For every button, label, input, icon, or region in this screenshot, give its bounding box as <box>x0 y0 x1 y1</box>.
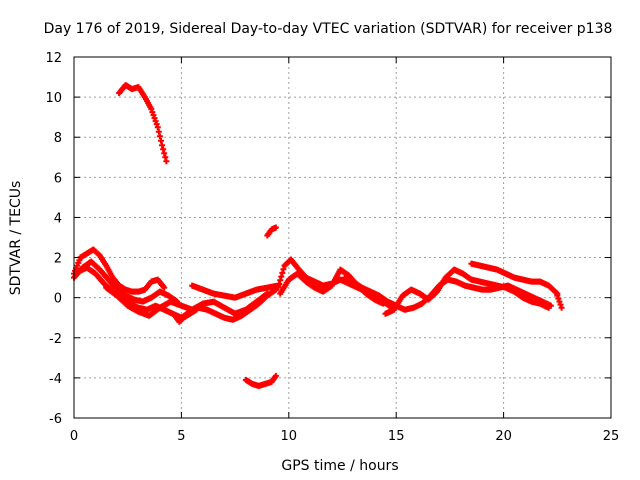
series-arc-end <box>554 292 565 311</box>
series-arc-upper-a <box>71 246 168 295</box>
y-tick-label: 12 <box>45 51 62 66</box>
plot-frame <box>73 56 612 419</box>
x-tick-label: 25 <box>603 429 620 444</box>
y-tick-label: 4 <box>54 211 62 226</box>
data-point <box>557 301 564 308</box>
x-tick-label: 0 <box>70 429 78 444</box>
series-arc-high <box>116 82 170 165</box>
data-point <box>277 277 284 284</box>
x-axis-title: GPS time / hours <box>281 458 398 474</box>
data-point <box>156 133 163 140</box>
y-axis-title: SDTVAR / TECUs <box>8 181 24 296</box>
data-point <box>264 290 271 297</box>
data-point <box>152 118 159 125</box>
series-arc-dip <box>171 306 200 325</box>
data-point <box>275 284 282 291</box>
data-point <box>150 112 157 119</box>
data-point <box>154 124 161 131</box>
data-point <box>157 137 164 144</box>
y-tick-label: -6 <box>49 412 62 427</box>
data-point <box>159 142 166 149</box>
x-tick-label: 20 <box>495 429 512 444</box>
data-point <box>161 150 168 157</box>
series-arc-mid-c <box>189 282 282 301</box>
data-point <box>380 300 387 307</box>
series-arc-mid-b <box>103 284 271 319</box>
data-point <box>272 224 279 231</box>
data-point <box>193 306 200 313</box>
data-point <box>545 304 552 311</box>
data-point <box>153 121 160 128</box>
data-point <box>155 128 162 135</box>
data-points <box>71 82 565 389</box>
series-arc-spike <box>264 224 279 239</box>
data-point <box>272 372 279 379</box>
y-tick-label: 10 <box>45 91 62 106</box>
data-point <box>148 106 155 113</box>
grid <box>74 57 611 418</box>
series-arc-late-d <box>382 266 552 317</box>
chart-title: Day 176 of 2019, Sidereal Day-to-day VTE… <box>44 21 613 37</box>
data-point <box>555 295 562 302</box>
data-point <box>278 273 285 280</box>
x-tick-label: 15 <box>388 429 405 444</box>
data-point <box>151 115 158 122</box>
data-point <box>149 109 156 116</box>
data-point <box>276 280 283 287</box>
data-point <box>558 304 565 311</box>
data-point <box>161 284 168 291</box>
y-tick-label: 0 <box>54 292 62 307</box>
data-point <box>160 146 167 153</box>
series-arc-low <box>242 372 279 389</box>
data-point <box>162 154 169 161</box>
x-tick-label: 10 <box>281 429 298 444</box>
data-point <box>279 269 286 276</box>
ticks: 0 5 10 15 20 25 -6 -4 -2 0 2 4 6 8 10 12 <box>45 51 619 444</box>
data-point <box>280 266 287 273</box>
x-tick-label: 5 <box>177 429 185 444</box>
y-tick-label: 8 <box>54 131 62 146</box>
y-tick-label: 2 <box>54 252 62 267</box>
data-point <box>554 292 561 299</box>
series-arc-late-e <box>468 260 561 297</box>
y-tick-label: -2 <box>49 332 62 347</box>
data-point <box>163 158 170 165</box>
data-point <box>556 298 563 305</box>
y-tick-label: 6 <box>54 171 62 186</box>
y-tick-label: -4 <box>49 372 62 387</box>
